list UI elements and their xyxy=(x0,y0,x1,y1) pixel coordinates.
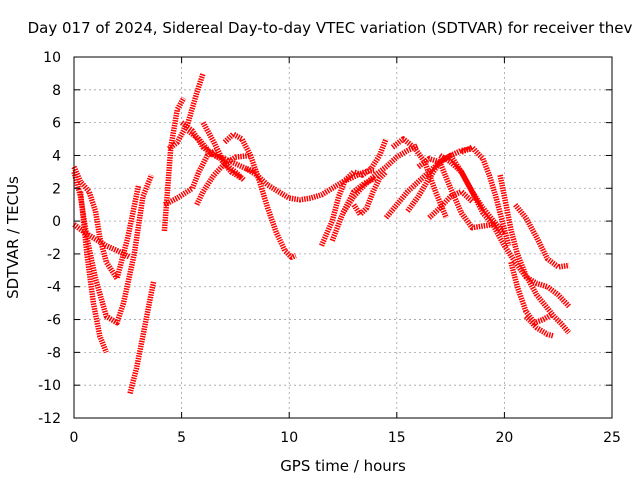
series-line-sat-5 xyxy=(127,281,157,395)
series-line-sat-28 xyxy=(508,261,554,326)
y-tick-label: -10 xyxy=(38,378,61,394)
y-tick-label: 10 xyxy=(43,50,61,66)
series-line-sat-15 xyxy=(318,138,389,247)
y-tick-label: -8 xyxy=(47,345,61,361)
series-line-sat-6 xyxy=(161,96,187,232)
series-line-sat-24 xyxy=(438,153,572,309)
y-tick-label: 8 xyxy=(52,83,61,99)
series-line-sat-12 xyxy=(200,121,246,183)
plot-frame xyxy=(73,56,613,419)
axis-ticks: 0 5 10 15 20 25 -12 -10 -8 -6 -4 -2 0 2 4 6 8 10 xyxy=(38,50,621,446)
y-tick-label: -6 xyxy=(47,313,61,329)
y-tick-label: -12 xyxy=(38,411,61,427)
series-line-sat-13 xyxy=(222,131,297,260)
series-line-sat-1 xyxy=(71,165,142,282)
y-tick-label: 6 xyxy=(52,116,61,132)
x-tick-label: 25 xyxy=(603,430,621,446)
series-line-sat-22 xyxy=(416,155,507,237)
y-tick-label: -2 xyxy=(47,247,61,263)
x-tick-label: 15 xyxy=(388,430,406,446)
series-line-sat-29 xyxy=(523,314,555,339)
x-tick-label: 20 xyxy=(495,430,513,446)
y-axis-title: SDTVAR / TECUs xyxy=(4,176,22,299)
series-line-sat-23 xyxy=(427,188,474,220)
series-line-sat-4 xyxy=(72,222,132,260)
series-line-sat-17 xyxy=(340,143,420,215)
y-tick-label: 4 xyxy=(52,148,61,164)
x-tick-label: 0 xyxy=(70,430,79,446)
series-line-sat-10 xyxy=(186,128,244,181)
series-line-sat-26 xyxy=(497,174,572,335)
data-series xyxy=(71,72,572,395)
x-tick-label: 10 xyxy=(280,430,298,446)
x-axis-title: GPS time / hours xyxy=(280,457,406,475)
series-line-sat-11 xyxy=(194,152,251,206)
series-line-sat-27 xyxy=(513,202,570,270)
y-tick-label: 0 xyxy=(52,214,61,230)
series-line-sat-25 xyxy=(460,144,512,247)
series-line-sat-7 xyxy=(167,72,206,152)
y-tick-label: -4 xyxy=(47,280,61,296)
y-tick-label: 2 xyxy=(52,181,61,197)
chart-title: Day 017 of 2024, Sidereal Day-to-day VTE… xyxy=(28,19,633,37)
x-tick-label: 5 xyxy=(177,430,186,446)
grid xyxy=(74,57,612,418)
series-line-sat-20 xyxy=(390,136,449,219)
